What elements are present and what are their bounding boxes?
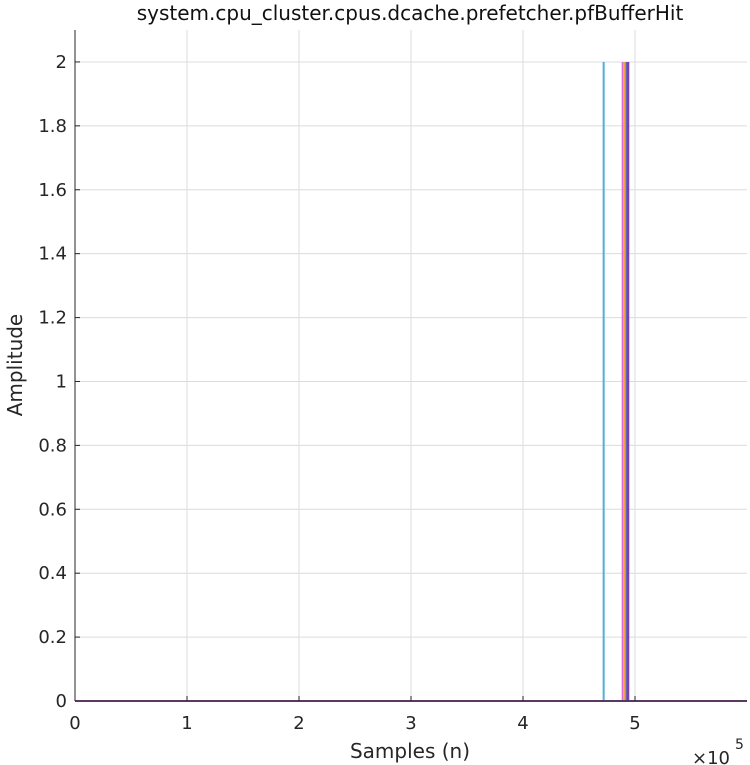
y-tick-label: 1.4: [38, 244, 67, 265]
x-tick-label: 1: [181, 713, 192, 734]
y-tick-label: 0.6: [38, 499, 67, 520]
y-tick-label: 1.2: [38, 308, 67, 329]
x-axis-exponent-base: ×10: [692, 748, 730, 765]
x-axis-label: Samples (n): [350, 739, 470, 763]
y-tick-label: 0: [56, 691, 67, 712]
y-tick-label: 0.2: [38, 627, 67, 648]
chart-title: system.cpu_cluster.cpus.dcache.prefetche…: [137, 1, 684, 25]
y-axis-label: Amplitude: [3, 314, 27, 417]
y-tick-label: 2: [56, 52, 67, 73]
x-tick-label: 3: [405, 713, 416, 734]
x-tick-label: 5: [629, 713, 640, 734]
y-tick-label: 0.4: [38, 563, 67, 584]
y-tick-label: 1: [56, 371, 67, 392]
y-tick-label: 1.6: [38, 180, 67, 201]
x-axis-exponent-power: 5: [735, 737, 744, 753]
x-tick-label: 2: [293, 713, 304, 734]
grid-layer: [74, 30, 747, 702]
y-tick-label: 1.8: [38, 116, 67, 137]
y-tick-label: 0.8: [38, 435, 67, 456]
x-tick-label: 4: [517, 713, 528, 734]
axis-layer: 0 0.2 0.4 0.6 0.8 1 1.2 1.4 1.6 1.8 2 0 1 2 3 4 5: [38, 30, 747, 734]
x-tick-label: 0: [69, 713, 80, 734]
